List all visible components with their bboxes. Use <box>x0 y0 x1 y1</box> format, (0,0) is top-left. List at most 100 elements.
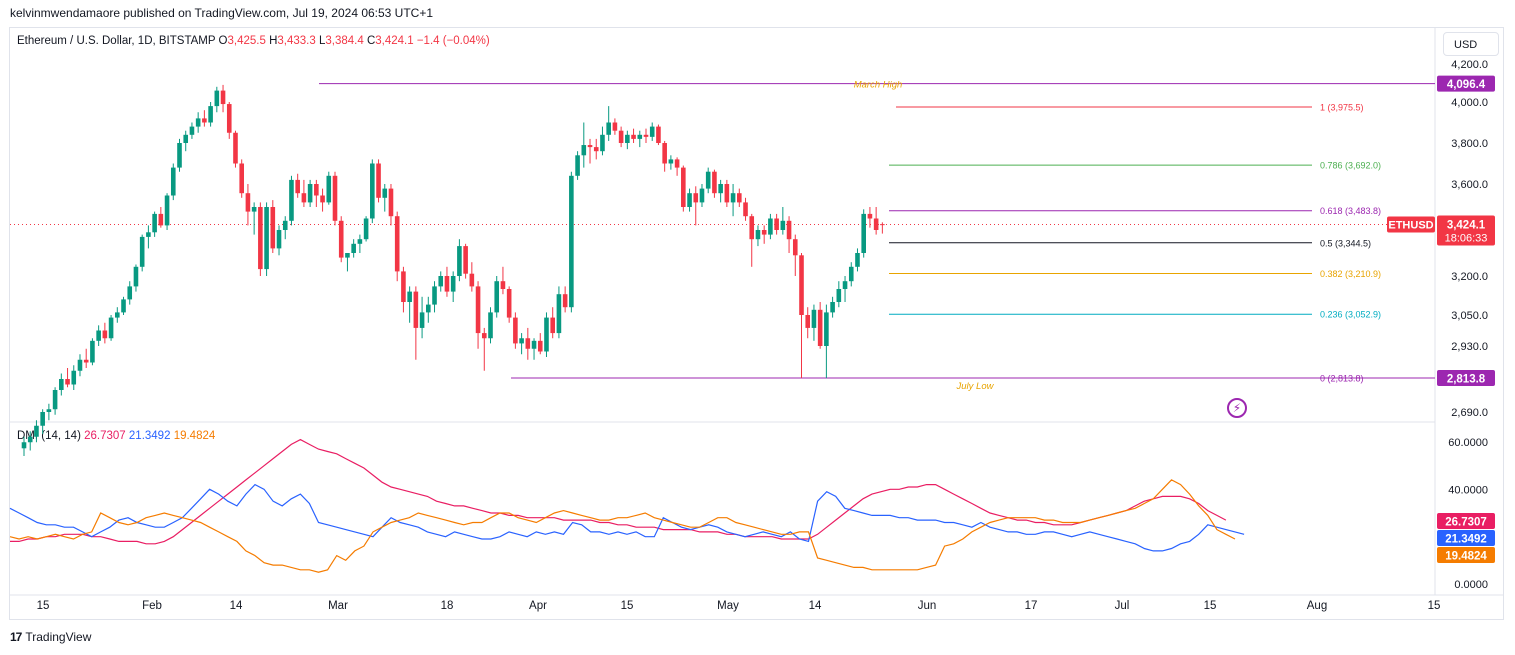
candle-body <box>457 246 462 276</box>
candle-body <box>618 130 624 143</box>
candle-body <box>531 340 537 349</box>
candle-body <box>450 276 456 292</box>
dmi-series-tag-label: 21.3492 <box>1445 534 1487 546</box>
candle-body <box>687 193 692 207</box>
candle-body <box>245 193 251 212</box>
fib-label: 0.5 (3,344.5) <box>1320 238 1371 248</box>
close-value: 3,424.1 <box>375 35 414 47</box>
last-price-tag <box>1437 215 1495 246</box>
time-axis-tick: 15 <box>1428 600 1441 612</box>
candle-body <box>52 390 58 410</box>
candle-body <box>388 188 394 217</box>
candle-body <box>170 167 176 196</box>
dmi-series-tag <box>1437 530 1495 546</box>
candle-body <box>668 159 674 164</box>
time-axis-tick: 14 <box>809 600 822 612</box>
candle-body <box>59 379 64 390</box>
time-axis-tick: Feb <box>142 600 162 612</box>
candle-body <box>46 409 52 412</box>
candle-body <box>295 179 300 194</box>
hline-label: March High <box>854 80 903 91</box>
dmi-name[interactable]: DMI (14, 14) <box>17 430 81 442</box>
candle-body <box>718 184 723 194</box>
candle-body <box>867 213 873 219</box>
candle-body <box>382 188 388 198</box>
candle-body <box>96 330 101 341</box>
candle-body <box>519 338 524 344</box>
time-axis-tick: 15 <box>1204 600 1217 612</box>
candle-body <box>494 281 500 313</box>
dmi-series-line <box>9 479 1236 573</box>
footer-brand-label: TradingView <box>25 630 92 644</box>
candle-body <box>133 266 139 287</box>
candle-body <box>662 143 667 164</box>
price-axis-tick: 3,800.0 <box>1451 138 1488 150</box>
fib-label: 0 (2,813.8) <box>1320 373 1364 383</box>
fib-label: 0.786 (3,692.0) <box>1320 161 1381 171</box>
candle-body <box>195 118 201 127</box>
candle-body <box>438 276 444 287</box>
candle-body <box>83 359 89 363</box>
candle-body <box>139 236 145 267</box>
price-axis-tick: 3,050.0 <box>1451 310 1488 322</box>
candle-body <box>513 317 518 344</box>
candle-body <box>792 239 798 256</box>
candle-body <box>600 134 605 152</box>
last-price-tag-label: 3,424.1 <box>1447 219 1486 231</box>
candle-body <box>202 118 207 123</box>
price-axis-tick: 3,200.0 <box>1451 271 1488 283</box>
currency-button[interactable]: USD <box>1443 32 1499 56</box>
candle-body <box>786 220 792 240</box>
candle-body <box>258 207 263 270</box>
price-axis-tick: 2,690.0 <box>1451 407 1488 419</box>
candle-body <box>314 184 319 196</box>
candle-body <box>444 276 450 292</box>
candle-body <box>724 184 730 203</box>
dmi-series-tag <box>1437 513 1495 529</box>
candle-body <box>226 104 232 133</box>
candle-body <box>855 253 860 267</box>
candle-body <box>811 309 817 328</box>
dmi-axis-tick: 60.0000 <box>1448 437 1488 449</box>
candle-body <box>649 126 655 137</box>
time-axis-tick: 18 <box>441 600 454 612</box>
tradingview-logo-icon: 17 <box>10 630 22 644</box>
candle-body <box>699 188 705 203</box>
dmi-series-line <box>9 483 1245 552</box>
price-axis-tick: 2,930.0 <box>1451 341 1488 353</box>
candle-body <box>77 359 83 371</box>
candle-body <box>481 333 487 339</box>
hline-price-tag-label: 2,813.8 <box>1447 373 1486 385</box>
price-axis-tick: 4,000.0 <box>1451 97 1488 109</box>
chart-frame <box>9 27 1504 620</box>
fib-label: 0.382 (3,210.9) <box>1320 269 1381 279</box>
candle-body <box>394 216 400 272</box>
candle-body <box>208 106 213 123</box>
candle-body <box>370 163 375 219</box>
candle-body <box>307 184 313 203</box>
dmi-minus-di-value: 19.4824 <box>173 430 216 442</box>
symbol-description[interactable]: Ethereum / U.S. Dollar, 1D, BITSTAMP <box>17 35 216 47</box>
candle-body <box>320 195 325 203</box>
candle-body <box>550 317 555 334</box>
dmi-series-tag-label: 26.7307 <box>1445 517 1487 529</box>
candle-body <box>537 340 543 352</box>
candle-body <box>848 266 854 282</box>
candle-body <box>656 126 661 143</box>
candle-body <box>239 163 244 194</box>
symbol-tag <box>1387 216 1435 233</box>
candle-body <box>556 294 562 334</box>
time-axis-tick: Jul <box>1115 600 1130 612</box>
candle-body <box>612 122 618 131</box>
candle-body <box>463 246 468 274</box>
candle-body <box>593 147 599 152</box>
candle-body <box>158 213 164 226</box>
candle-body <box>730 193 736 203</box>
candle-body <box>880 224 885 226</box>
lightning-icon[interactable]: ⚡ <box>1227 398 1247 418</box>
candle-body <box>625 134 630 143</box>
time-axis-tick: Mar <box>328 600 348 612</box>
candle-body <box>301 193 307 203</box>
candle-body <box>674 159 680 168</box>
